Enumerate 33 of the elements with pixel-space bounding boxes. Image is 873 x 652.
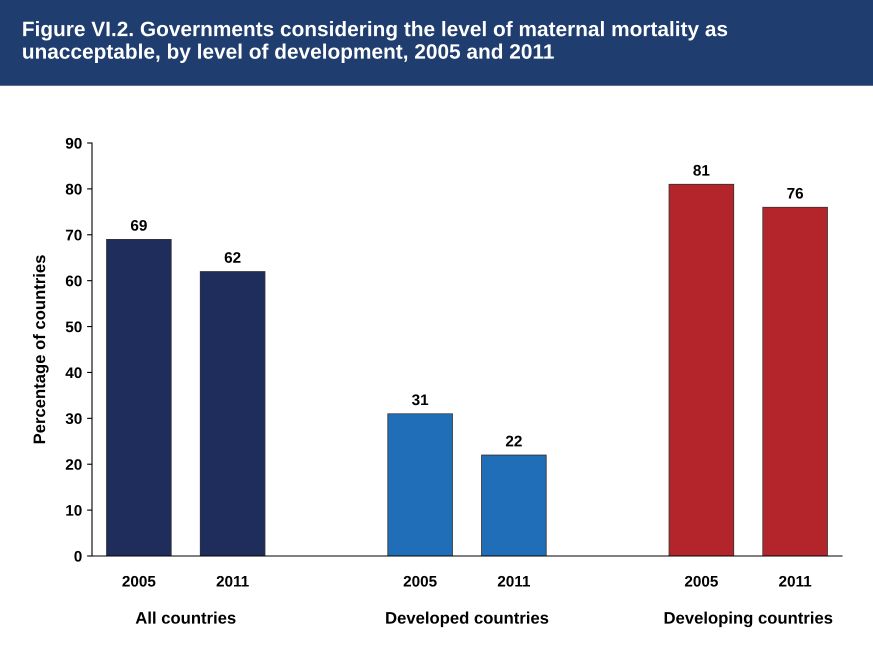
- bar: [762, 206, 828, 556]
- x-tick-label: 2005: [404, 576, 437, 587]
- bar: [481, 454, 547, 556]
- bar: [387, 413, 453, 556]
- data-label: 31: [412, 394, 428, 406]
- y-tick-label: 90: [66, 138, 82, 149]
- text: Developing countries: [664, 612, 832, 628]
- x-tick-label: 2005: [684, 576, 718, 587]
- y-tick-label: 40: [66, 367, 82, 378]
- x-tick-label: 2011: [216, 576, 249, 587]
- data-label: 76: [787, 188, 804, 199]
- bar: [200, 271, 266, 556]
- data-label: 22: [506, 436, 522, 446]
- data-label: 69: [130, 220, 147, 231]
- y-tick-label: 50: [66, 321, 82, 332]
- x-tick-label: 2011: [498, 576, 530, 587]
- y-tick-label: 10: [66, 504, 82, 516]
- bar: [668, 184, 734, 556]
- chart-title: Figure VI.2. Governments considering the level of maternal mortality as unacceptable, by level of development, 2005 and 2011: [23, 21, 728, 63]
- x-tick-label: 2005: [122, 576, 156, 587]
- y-tick-label: 0: [74, 550, 82, 562]
- text: Developed countries: [386, 612, 548, 628]
- data-label: 62: [224, 252, 241, 263]
- y-tick-label: 30: [66, 413, 82, 424]
- bar: [106, 238, 172, 556]
- y-tick-label: 20: [66, 459, 82, 470]
- y-axis-title: Percentage of countries: [33, 255, 49, 444]
- y-tick-label: 60: [66, 276, 82, 286]
- y-tick-label: 70: [66, 230, 82, 240]
- text: All countries: [136, 612, 236, 624]
- y-tick-label: 80: [66, 184, 82, 195]
- x-tick-label: 2011: [779, 576, 812, 587]
- data-label: 81: [693, 164, 710, 176]
